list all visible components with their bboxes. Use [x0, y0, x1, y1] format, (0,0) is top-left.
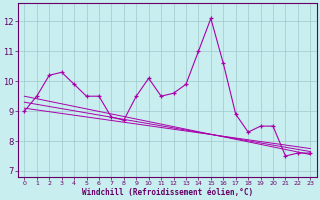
X-axis label: Windchill (Refroidissement éolien,°C): Windchill (Refroidissement éolien,°C): [82, 188, 253, 197]
